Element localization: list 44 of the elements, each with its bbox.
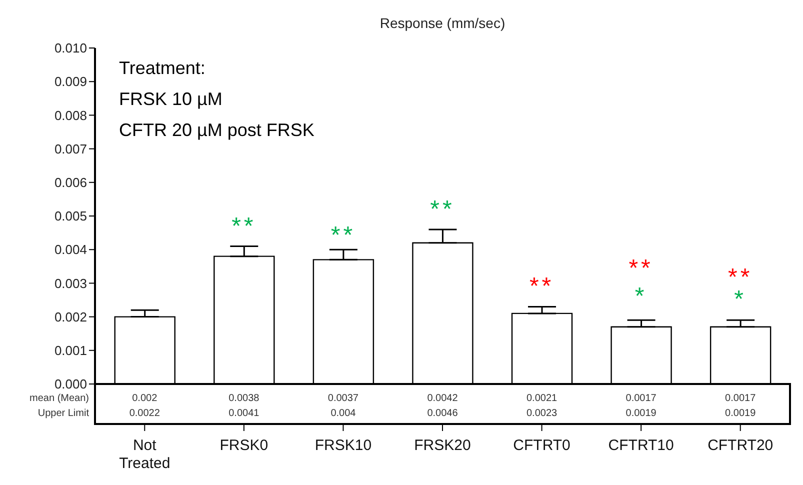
data-label: 0.002 (132, 393, 158, 404)
y-tick-label: 0.009 (54, 74, 87, 90)
chart-title: Response (mm/sec) (380, 15, 506, 31)
data-label: 0.0042 (427, 393, 458, 404)
data-label: 0.0021 (526, 393, 558, 404)
text: 0.0023 (526, 408, 558, 419)
data-label: 0.0017 (725, 393, 756, 404)
annotation: * (634, 283, 648, 310)
data-label: 0.0017 (626, 393, 657, 404)
x-tick-label: CFTRT0 (513, 437, 570, 454)
x-tick-label: FRSK0 (220, 437, 268, 454)
text: 0.0019 (626, 408, 657, 419)
y-tick-label: 0.008 (54, 108, 87, 123)
annotation: FRSK 10 µM (119, 89, 222, 109)
text: Upper Limit (38, 408, 90, 419)
text: 0.004 (330, 408, 356, 419)
annotation: ** (232, 213, 256, 240)
x-tick-label: FRSK10 (314, 437, 372, 454)
text: 0.0046 (427, 408, 458, 419)
annotation: CFTR 20 µM post FRSK (119, 120, 314, 140)
data-label: 0.0038 (228, 393, 260, 404)
y-tick-label: 0.010 (54, 40, 87, 56)
text: 0.0022 (129, 408, 160, 419)
annotation: ** (430, 196, 455, 223)
y-tick-label: 0.004 (54, 242, 87, 258)
y-tick-label: 0.003 (54, 276, 87, 291)
x-tick-label: Not Treated (119, 437, 170, 472)
annotation: ** (330, 222, 356, 249)
x-tick-label: FRSK20 (414, 437, 471, 454)
x-tick-label: CFTRT20 (708, 437, 774, 454)
text: 0.0019 (725, 408, 756, 419)
data-label: 0.0037 (328, 393, 359, 404)
y-tick-label: 0.002 (54, 309, 87, 324)
annotation: ** (529, 273, 554, 300)
y-tick-label: 0.006 (54, 175, 87, 190)
y-tick-label: 0.005 (54, 208, 87, 224)
y-tick-label: 0.001 (54, 343, 87, 358)
annotation: ** (628, 255, 654, 282)
text: 0.0041 (228, 408, 260, 419)
text: mean (Mean) (30, 393, 89, 404)
y-tick-label: 0.000 (54, 376, 87, 392)
x-tick-label: CFTRT10 (608, 437, 674, 454)
y-tick-label: 0.007 (54, 141, 87, 156)
annotation: Treatment: (119, 58, 206, 78)
